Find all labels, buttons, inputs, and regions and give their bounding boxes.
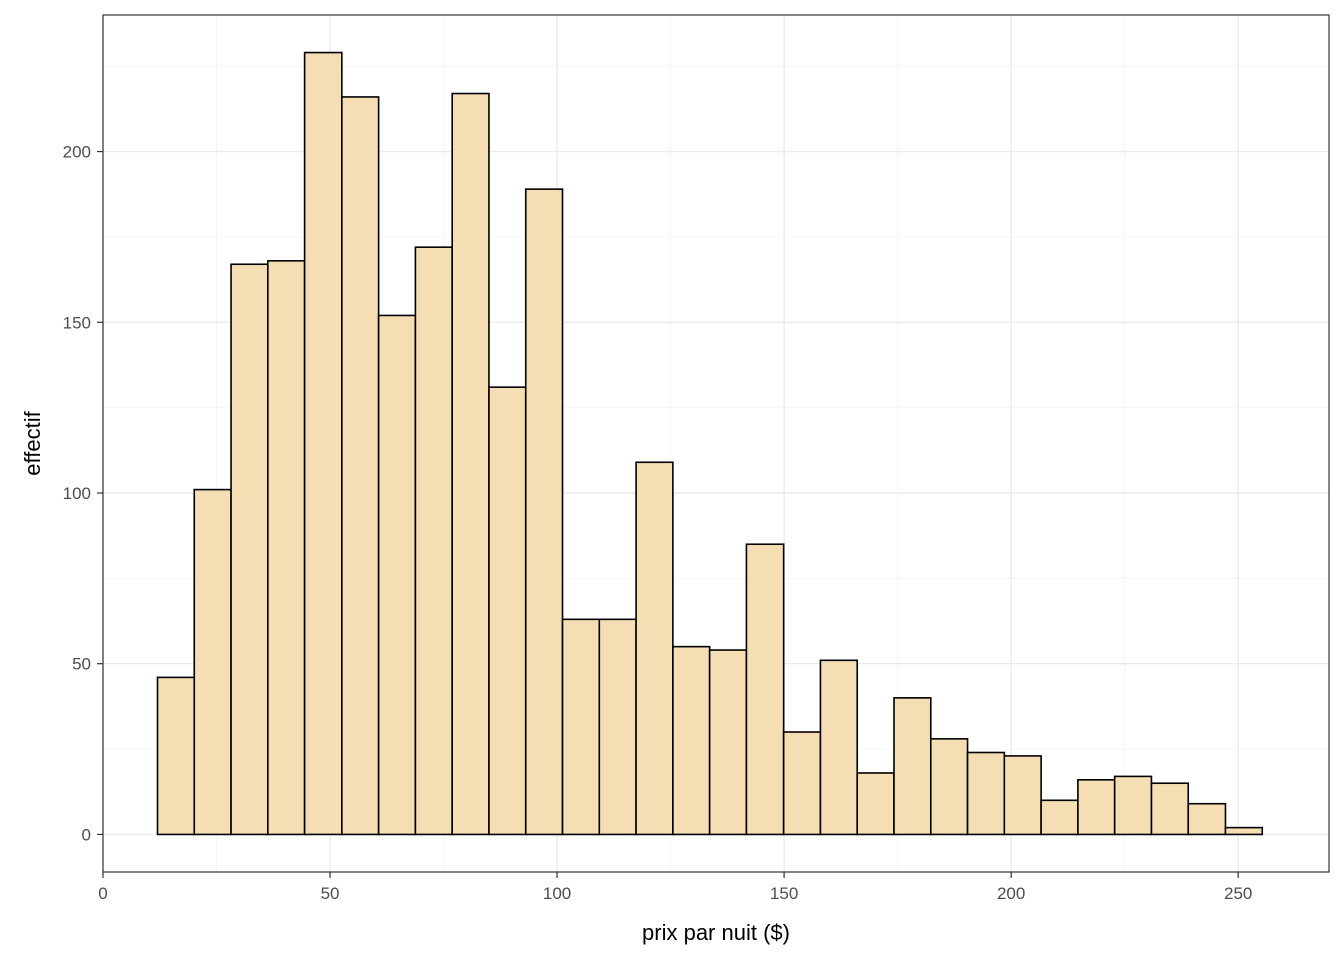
- histogram-bar: [1077, 779, 1116, 836]
- y-axis-title: effectif: [20, 410, 45, 475]
- x-tick-label: 200: [997, 884, 1025, 903]
- histogram-bar: [966, 751, 1006, 836]
- histogram-bar: [1040, 799, 1079, 836]
- panel-border: [102, 14, 1330, 873]
- y-tick-label: 100: [63, 484, 91, 503]
- x-tick-label: 0: [98, 884, 107, 903]
- histogram-bar: [856, 772, 895, 836]
- histogram-bar: [488, 386, 527, 836]
- histogram-bar: [561, 618, 601, 836]
- histogram-bar: [267, 260, 306, 836]
- histogram-bar: [1003, 755, 1042, 836]
- histogram-bar: [819, 659, 859, 836]
- histogram-bar: [414, 246, 453, 836]
- histogram-bar: [635, 461, 674, 836]
- histogram-bar: [782, 731, 822, 836]
- histogram-bar: [451, 92, 490, 836]
- x-tick-label: 100: [543, 884, 571, 903]
- histogram-bar: [1113, 775, 1153, 836]
- histogram-bar: [341, 96, 380, 836]
- y-axis-ticks: 0 50 100 150 200: [63, 143, 103, 844]
- x-tick-label: 150: [770, 884, 798, 903]
- histogram-bar: [1224, 826, 1264, 836]
- y-tick-label: 150: [63, 313, 91, 332]
- histogram-bar: [1187, 802, 1227, 836]
- histogram-bar: [156, 676, 196, 836]
- y-tick-label: 50: [72, 655, 91, 674]
- x-tick-label: 50: [321, 884, 340, 903]
- histogram-bar: [524, 188, 564, 836]
- y-tick-label: 0: [82, 825, 91, 844]
- histogram-bar: [377, 314, 417, 836]
- histogram-bar: [598, 618, 637, 836]
- histogram-bar: [745, 543, 785, 836]
- y-tick-label: 200: [63, 143, 91, 162]
- histogram-bar: [672, 645, 711, 836]
- histogram-bars: [156, 51, 1264, 836]
- histogram-bar: [1150, 782, 1190, 836]
- histogram-bar: [929, 738, 969, 836]
- histogram-bar: [230, 263, 269, 836]
- x-axis-title: prix par nuit ($): [642, 920, 790, 945]
- histogram-bar: [303, 51, 343, 836]
- histogram-bar: [893, 697, 932, 836]
- histogram-bar: [708, 649, 748, 836]
- histogram-bar: [193, 488, 232, 836]
- x-tick-label: 250: [1224, 884, 1252, 903]
- x-axis-ticks: 0 50 100 150 200 250: [98, 872, 1252, 903]
